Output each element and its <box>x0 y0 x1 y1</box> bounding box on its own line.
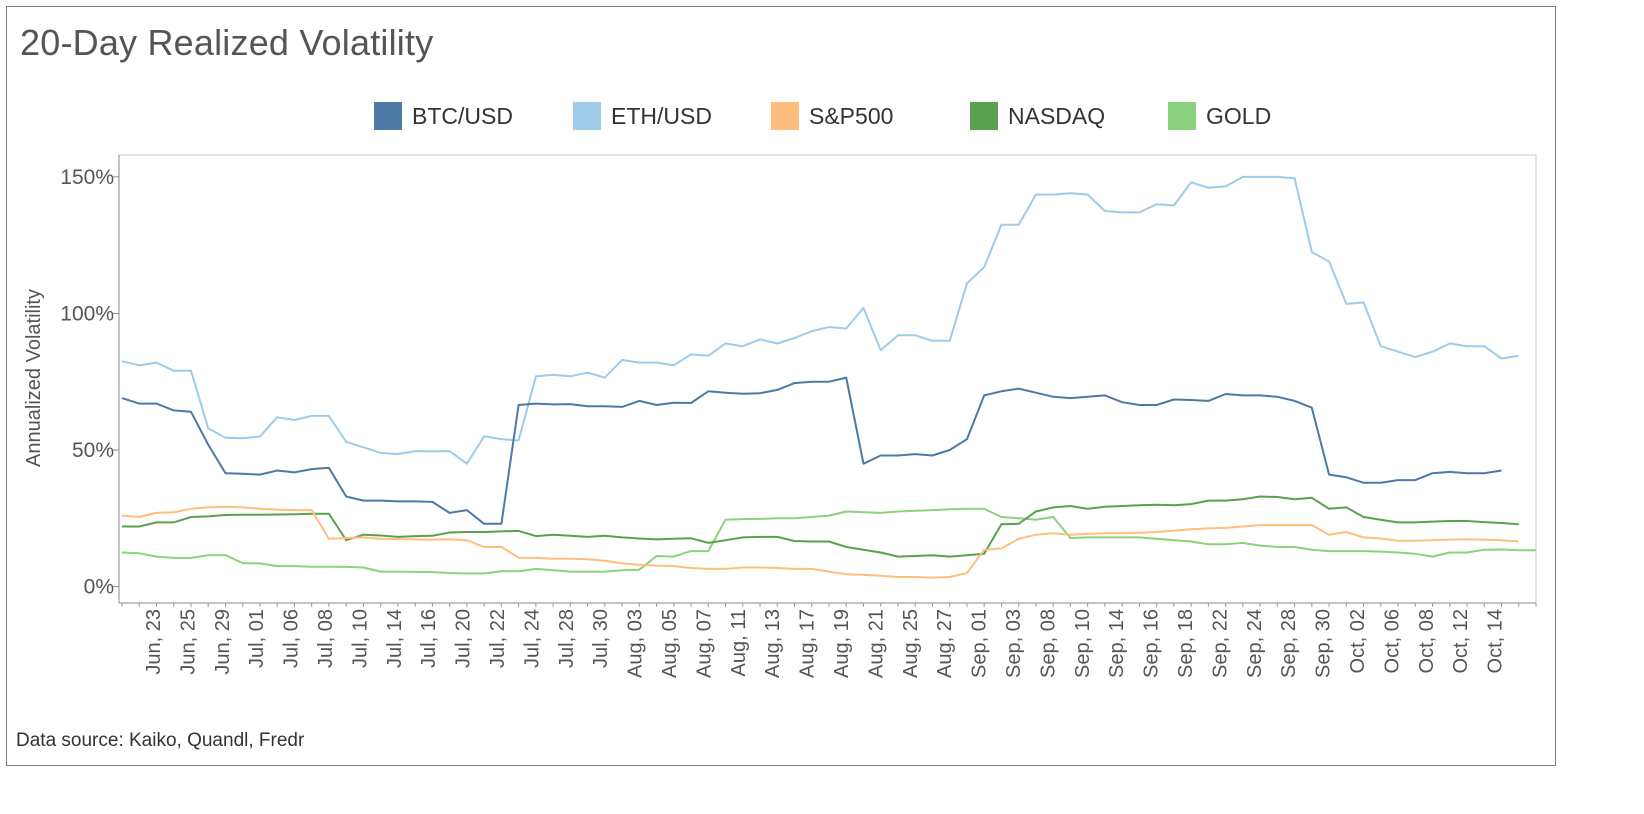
x-tick-label: Jul, 24 <box>521 609 543 668</box>
x-tick-label: Jul, 22 <box>487 609 509 668</box>
x-tick-label: Jun, 25 <box>177 609 199 675</box>
x-tick-label: Jul, 20 <box>453 609 475 668</box>
x-tick-label: Sep, 18 <box>1175 609 1197 678</box>
x-tick-label: Sep, 22 <box>1209 609 1231 678</box>
series-line-gold[interactable] <box>121 507 1536 575</box>
x-tick-label: Jul, 10 <box>349 609 371 668</box>
legend-item-nasdaq[interactable]: NASDAQ <box>970 100 1105 132</box>
series-line-nasdaq[interactable] <box>122 495 1519 558</box>
x-tick-label: Jul, 28 <box>556 609 578 668</box>
y-tick-label: 150% <box>60 166 114 189</box>
x-tick-label: Sep, 30 <box>1313 609 1335 678</box>
chart-title: 20-Day Realized Volatility <box>20 22 434 63</box>
y-tick-label: 0% <box>84 576 114 599</box>
series-line-s-p500[interactable] <box>121 505 1519 579</box>
legend-swatch-btc <box>374 102 402 130</box>
y-tick-label: 50% <box>72 439 114 462</box>
y-tick-label: 100% <box>60 302 114 325</box>
x-tick-label: Oct, 02 <box>1347 609 1369 673</box>
x-tick-label: Aug, 19 <box>831 609 853 678</box>
legend-label-nasdaq: NASDAQ <box>1008 102 1106 129</box>
x-tick-label: Sep, 28 <box>1278 609 1300 678</box>
x-tick-label: Sep, 16 <box>1141 609 1163 678</box>
x-tick-label: Jun, 23 <box>143 609 165 675</box>
x-tick-label: Sep, 03 <box>1003 609 1025 678</box>
x-tick-label: Aug, 17 <box>797 609 819 678</box>
x-tick-label: Jul, 14 <box>384 609 406 668</box>
legend-item-btc[interactable]: BTC/USD <box>374 100 513 132</box>
x-tick-label: Sep, 08 <box>1037 609 1059 678</box>
legend-label-sp500: S&P500 <box>809 102 894 129</box>
legend-item-gold[interactable]: GOLD <box>1168 100 1271 132</box>
legend-label-gold: GOLD <box>1206 102 1272 129</box>
x-tick-label: Oct, 08 <box>1416 609 1438 673</box>
legend-swatch-nasdaq <box>970 102 998 130</box>
series-lines <box>121 175 1536 579</box>
x-tick-label: Oct, 12 <box>1450 609 1472 673</box>
x-tick-label: Aug, 13 <box>762 609 784 678</box>
legend-item-eth[interactable]: ETH/USD <box>573 100 712 132</box>
x-tick-label: Jul, 08 <box>315 609 337 668</box>
x-tick-label: Oct, 14 <box>1485 609 1507 673</box>
y-axis: 0% 50% 100% 150% <box>60 155 120 603</box>
x-tick-label: Aug, 07 <box>693 609 715 678</box>
x-tick-label: Jul, 01 <box>246 609 268 668</box>
x-tick-label: Sep, 01 <box>969 609 991 678</box>
x-tick-label: Aug, 03 <box>625 609 647 678</box>
legend-swatch-eth <box>573 102 601 130</box>
x-tick-label: Jun, 29 <box>212 609 234 675</box>
x-tick-label: Aug, 25 <box>900 609 922 678</box>
chart-frame <box>6 6 1556 766</box>
x-tick-label: Aug, 11 <box>728 609 750 676</box>
legend-label-btc: BTC/USD <box>412 102 513 129</box>
x-tick-label: Sep, 24 <box>1244 609 1266 678</box>
legend-swatch-gold <box>1168 102 1196 130</box>
series-line-eth-usd[interactable] <box>121 175 1519 465</box>
y-axis-label: Annualized Volatility <box>23 289 45 467</box>
x-tick-label: Jul, 30 <box>590 609 612 668</box>
data-source-note: Data source: Kaiko, Quandl, Fredr <box>16 730 305 751</box>
series-line-btc-usd[interactable] <box>121 376 1502 525</box>
x-tick-label: Jul, 06 <box>281 609 303 668</box>
legend-label-eth: ETH/USD <box>611 102 712 129</box>
x-tick-label: Aug, 21 <box>865 609 887 678</box>
x-tick-label: Aug, 05 <box>659 609 681 678</box>
x-tick-label: Jul, 16 <box>418 609 440 668</box>
legend-item-sp500[interactable]: S&P500 <box>771 100 893 132</box>
x-axis: Jun, 23 Jun, 25 Jun, 29 Jul, 01 Jul, 06 Jul, … <box>119 602 1537 678</box>
plot-area <box>118 154 1537 604</box>
x-tick-label: Sep, 14 <box>1106 609 1128 678</box>
x-tick-label: Sep, 10 <box>1072 609 1094 678</box>
x-tick-label: Aug, 27 <box>934 609 956 678</box>
x-tick-label: Oct, 06 <box>1381 609 1403 673</box>
legend-swatch-sp500 <box>771 102 799 130</box>
